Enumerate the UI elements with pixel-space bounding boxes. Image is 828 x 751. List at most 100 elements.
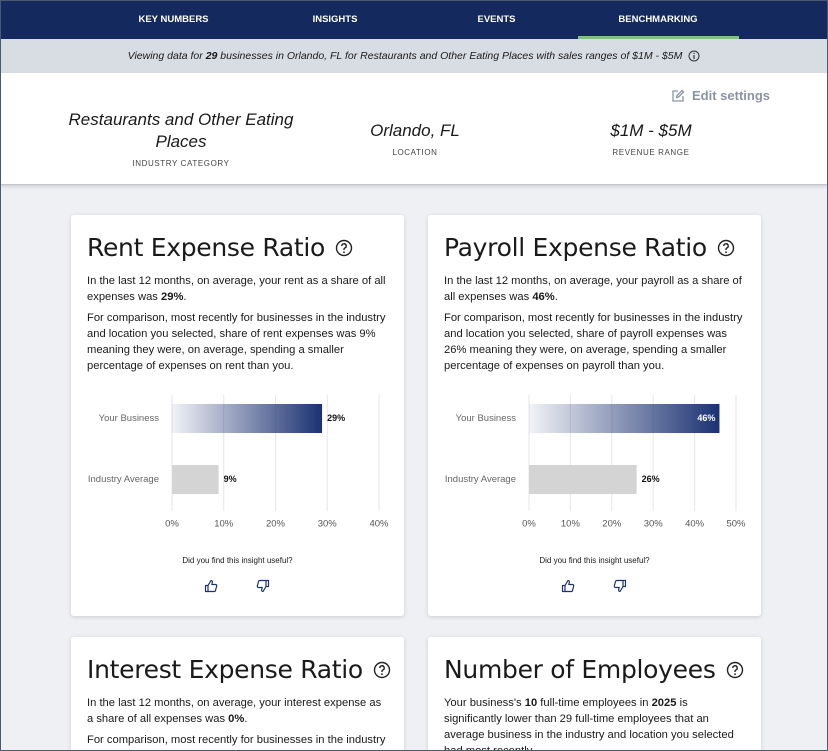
x-tick-label: 0%	[522, 519, 536, 530]
settings-panel: Edit settings Restaurants and Other Eati…	[1, 73, 827, 185]
icon-shape	[204, 579, 218, 593]
nav-tab[interactable]: BENCHMARKING	[578, 1, 739, 39]
card-title-text: Number of Employees	[444, 655, 716, 684]
x-tick-label: 10%	[214, 519, 234, 530]
icon-shape	[341, 242, 347, 250]
icon-shape	[373, 661, 391, 678]
card-title: Number of Employees	[444, 655, 744, 684]
edit-settings[interactable]: Edit settings	[671, 88, 770, 103]
bold-text: 46%	[532, 291, 555, 303]
value-label: 46%	[697, 413, 715, 423]
text: For comparison, most recently for busine…	[87, 312, 386, 372]
category-label: Industry Average	[88, 474, 159, 485]
bar-chart: 0% 10% 20% 30% 40% 50% Your Business 46% Industr…	[445, 395, 746, 530]
text: In the last 12 months, on average, your …	[444, 275, 742, 303]
card-title-text: Payroll Expense Ratio	[444, 233, 707, 262]
text: For comparison, most recently for busine…	[87, 734, 386, 746]
setting-field: $1M - $5M REVENUE RANGE	[531, 103, 771, 173]
help-icon[interactable]	[335, 239, 353, 257]
text: .	[244, 713, 248, 725]
card-text: In the last 12 months, on average, your …	[87, 273, 389, 379]
text: In the last 12 months, on average, your …	[87, 275, 386, 303]
icon-shape	[343, 250, 345, 253]
x-tick-label: 30%	[318, 519, 338, 530]
setting-value: $1M - $5M	[610, 120, 692, 140]
setting-field: Orlando, FL LOCATION	[295, 103, 535, 173]
icon-shape	[335, 239, 353, 256]
card-text: In the last 12 months, on average, your …	[444, 273, 746, 379]
icon-shape	[731, 664, 738, 672]
icon-shape	[256, 579, 270, 593]
bar	[529, 404, 720, 433]
card-text: In the last 12 months, on average, your …	[87, 695, 389, 750]
icon-shape	[726, 661, 743, 678]
value-label: 26%	[642, 474, 660, 484]
paragraph: Your business's 10 full-time employees i…	[444, 695, 746, 750]
icon-shape	[561, 579, 575, 593]
setting-value: Restaurants and Other Eating Places	[68, 109, 294, 151]
bold-text: 0%	[228, 713, 245, 725]
setting-field: Restaurants and Other Eating Places INDUS…	[61, 103, 301, 173]
bar	[529, 465, 637, 494]
card-title: Interest Expense Ratio	[87, 655, 391, 684]
text: .	[554, 291, 558, 303]
icon-shape	[256, 579, 270, 593]
category-label: Your Business	[99, 413, 160, 424]
paragraph: In the last 12 months, on average, your …	[444, 273, 746, 305]
x-tick-label: 20%	[602, 519, 622, 530]
x-tick-label: 10%	[561, 519, 581, 530]
card: Payroll Expense Ratio In the last 12 mont…	[428, 215, 761, 616]
setting-label: INDUSTRY CATEGORY	[132, 158, 230, 168]
help-icon[interactable]	[373, 661, 391, 679]
thumbs-down[interactable]	[256, 579, 270, 593]
edit-icon	[672, 89, 685, 102]
bold-text: 29	[205, 50, 218, 62]
bar-chart: 0% 10% 20% 30% 40% Your Business 29% Industry A…	[88, 395, 389, 530]
setting-label: LOCATION	[392, 147, 438, 157]
banner-text: Viewing data for 29 businesses in Orland…	[128, 50, 683, 62]
value-label: 29%	[327, 413, 345, 423]
text: Your business's	[444, 697, 525, 709]
x-tick-label: 0%	[165, 519, 179, 530]
card-title: Payroll Expense Ratio	[444, 233, 735, 262]
x-tick-label: 20%	[266, 519, 286, 530]
icon-shape	[722, 242, 729, 250]
info-icon[interactable]	[688, 50, 700, 62]
thumbs-up[interactable]	[204, 579, 218, 593]
icon-shape	[379, 664, 385, 672]
feedback-prompt: Did you find this insight useful?	[182, 556, 293, 565]
x-tick-label: 30%	[644, 519, 664, 530]
setting-label: REVENUE RANGE	[612, 147, 690, 157]
icon-shape	[733, 672, 736, 675]
icon-shape	[381, 672, 383, 675]
value-label: 9%	[224, 474, 237, 484]
category-label: Your Business	[456, 413, 517, 424]
help-icon[interactable]	[726, 661, 744, 679]
paragraph: For comparison, most recently for busine…	[87, 732, 389, 748]
card-title-text: Rent Expense Ratio	[87, 233, 326, 262]
icon-shape	[613, 579, 627, 593]
thumbs-up[interactable]	[561, 579, 575, 593]
card: Interest Expense Ratio In the last 12 mon…	[71, 637, 404, 750]
nav-tab[interactable]: INSIGHTS	[312, 14, 358, 25]
nav-tab[interactable]: EVENTS	[477, 14, 516, 25]
setting-value: Orlando, FL	[370, 120, 460, 140]
icon-shape	[204, 579, 218, 593]
card: Number of Employees Your business's 10 fu…	[428, 637, 761, 750]
thumbs-down[interactable]	[613, 579, 627, 593]
card-title: Rent Expense Ratio	[87, 233, 353, 262]
x-tick-label: 40%	[685, 519, 705, 530]
edit-label[interactable]: Edit settings	[692, 88, 771, 103]
paragraph: For comparison, most recently for busine…	[87, 310, 389, 374]
icon-shape	[561, 579, 575, 593]
icon-shape	[717, 239, 735, 256]
paragraph: In the last 12 months, on average, your …	[87, 273, 389, 305]
paragraph: In the last 12 months, on average, your …	[87, 695, 389, 727]
bold-text: 2025	[651, 697, 677, 709]
banner: Viewing data for 29 businesses in Orland…	[1, 39, 827, 73]
nav-bar: KEY NUMBERS INSIGHTS EVENTS BENCHMARKING	[1, 1, 827, 39]
nav-tab[interactable]: KEY NUMBERS	[138, 14, 209, 25]
bar	[172, 404, 323, 433]
help-icon[interactable]	[717, 239, 735, 257]
